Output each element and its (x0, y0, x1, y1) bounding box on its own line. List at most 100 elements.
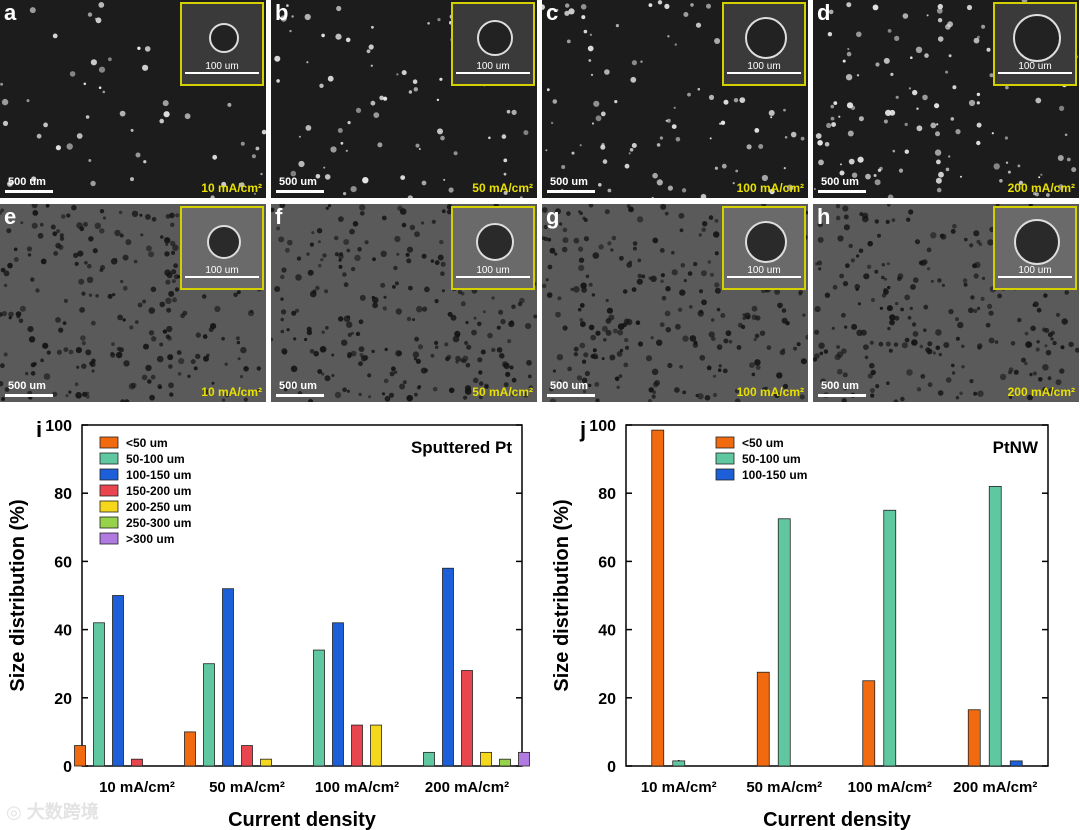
x-tick-label: 10 mA/cm² (99, 779, 175, 796)
x-axis-label: Current density (228, 809, 377, 830)
x-tick-label: 10 mA/cm² (641, 779, 717, 796)
bar (461, 670, 473, 767)
bar (93, 622, 105, 767)
plot-frame (81, 424, 523, 767)
bar (351, 724, 363, 767)
bubble-closeup (453, 4, 533, 84)
scale-bar-label: 500 um (550, 380, 588, 392)
legend-label: <50 um (742, 436, 784, 450)
inset-zoom-image: 100 um (993, 206, 1077, 290)
bar (112, 595, 124, 767)
panel-letter: f (275, 204, 283, 229)
micrograph-panel-g: g 100 um 500 um 100 mA/cm² (542, 204, 808, 402)
current-density-label: 10 mA/cm² (201, 385, 262, 399)
panel-letter: c (546, 0, 559, 25)
bubble-closeup (182, 208, 262, 288)
panel-letter: j (579, 417, 586, 442)
scale-bar (547, 190, 595, 193)
scale-bar (818, 394, 866, 397)
panel-letter: i (36, 417, 42, 442)
inset-scale-label: 100 um (476, 61, 510, 72)
bar (862, 680, 876, 767)
inset-zoom-image: 100 um (451, 206, 535, 290)
legend-label: >300 um (126, 532, 174, 546)
scale-bar-label: 500 um (821, 380, 859, 392)
inset-zoom-image: 100 um (722, 206, 806, 290)
chart-i: 0 20 40 60 80 100 10 mA/cm² 50 mA/cm² 100 mA/cm²… (7, 417, 530, 830)
inset-scale-bar (185, 72, 259, 74)
bar (480, 751, 492, 767)
bar (1009, 760, 1023, 767)
legend-label: 200-250 um (126, 500, 191, 514)
bubble-closeup (995, 208, 1075, 288)
legend-label: 50-100 um (742, 452, 801, 466)
legend-label: 100-150 um (126, 468, 191, 482)
panel-letter: a (4, 0, 17, 25)
current-density-label: 200 mA/cm² (1007, 181, 1075, 195)
scale-bar (5, 190, 53, 193)
current-density-label: 200 mA/cm² (1007, 385, 1075, 399)
y-tick-label: 100 (45, 418, 72, 435)
legend-label: 50-100 um (126, 452, 185, 466)
bar (332, 622, 344, 767)
panel-letter: h (817, 204, 831, 229)
current-density-label: 100 mA/cm² (736, 385, 804, 399)
current-density-label: 10 mA/cm² (201, 181, 262, 195)
x-tick-label: 100 mA/cm² (315, 779, 399, 796)
inset-scale-bar (727, 72, 801, 74)
bubble-closeup (453, 208, 533, 288)
micrograph-panel-d: d 100 um 500 um 200 mA/cm² (813, 0, 1079, 198)
inset-scale-label: 100 um (747, 61, 781, 72)
bar (967, 709, 981, 767)
current-density-label: 50 mA/cm² (472, 181, 533, 195)
bar (442, 567, 454, 767)
legend-swatch (99, 436, 119, 449)
legend-swatch (715, 468, 735, 481)
legend-swatch (99, 452, 119, 465)
legend-swatch (99, 532, 119, 545)
watermark-text: 大数跨境 (26, 802, 99, 822)
micrograph-panel-h: h 100 um 500 um 200 mA/cm² (813, 204, 1079, 402)
scale-bar-label: 500 um (550, 176, 588, 188)
legend-label: 250-300 um (126, 516, 191, 530)
scale-bar (276, 190, 324, 193)
chart-title: PtNW (993, 438, 1039, 457)
micrograph-panel-c: c 100 um 500 um 100 mA/cm² (542, 0, 808, 198)
inset-scale-bar (456, 72, 530, 74)
chart-title: Sputtered Pt (411, 438, 512, 457)
y-tick-label: 40 (598, 623, 616, 640)
scale-bar (818, 190, 866, 193)
x-tick-label: 50 mA/cm² (209, 779, 285, 796)
inset-zoom-image: 100 um (993, 2, 1077, 86)
bar (203, 663, 215, 767)
micrograph-panel-a: a 100 um 500 um 10 mA/cm² (0, 0, 266, 198)
bubble-closeup (724, 208, 804, 288)
scale-bar-label: 500 um (8, 380, 46, 392)
plot-frame (625, 424, 1049, 767)
bar (518, 751, 530, 767)
y-tick-label: 100 (589, 418, 616, 435)
micrograph-panel-b: b 100 um 500 um 50 mA/cm² (271, 0, 537, 198)
inset-scale-bar (185, 276, 259, 278)
inset-zoom-image: 100 um (180, 2, 264, 86)
y-tick-label: 60 (598, 554, 616, 571)
inset-zoom-image: 100 um (451, 2, 535, 86)
inset-scale-label: 100 um (1018, 265, 1052, 276)
legend-swatch (99, 484, 119, 497)
scale-bar-label: 500 um (821, 176, 859, 188)
panel-letter: g (546, 204, 560, 229)
bar (260, 758, 272, 767)
legend-label: 150-200 um (126, 484, 191, 498)
bar (672, 760, 686, 767)
inset-scale-bar (456, 276, 530, 278)
y-tick-label: 20 (54, 691, 72, 708)
legend-swatch (715, 436, 735, 449)
x-tick-label: 50 mA/cm² (746, 779, 822, 796)
inset-scale-label: 100 um (476, 265, 510, 276)
bubble-closeup (995, 4, 1075, 84)
bar (222, 588, 234, 767)
legend-swatch (99, 516, 119, 529)
bar (988, 485, 1002, 767)
bar (756, 671, 770, 767)
micrograph-panel-e: e 100 um 500 um 10 mA/cm² (0, 204, 266, 402)
